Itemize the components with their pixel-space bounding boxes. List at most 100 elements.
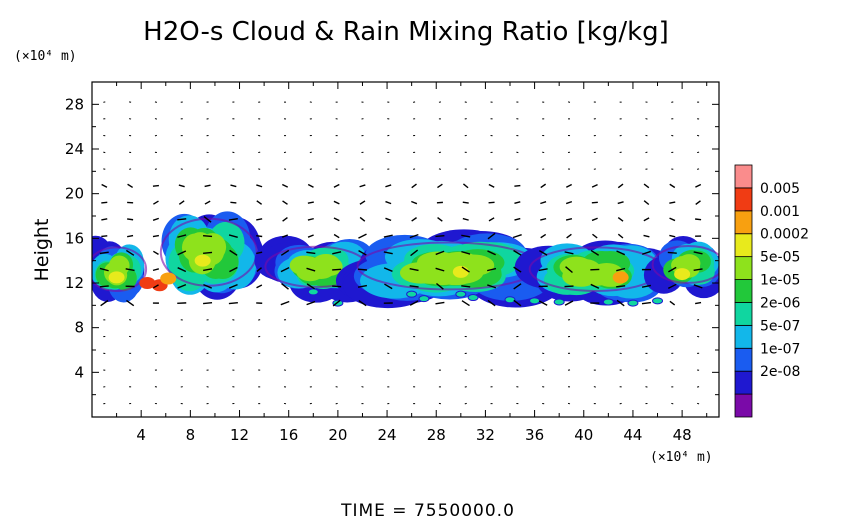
wind-vector (616, 267, 626, 272)
wind-vector (516, 151, 519, 154)
wind-vector (461, 266, 470, 273)
wind-vector (438, 168, 442, 170)
wind-vector (590, 249, 600, 256)
wind-vector (645, 118, 648, 120)
x-tick-label: 20 (328, 426, 347, 444)
wind-vector (256, 200, 263, 205)
wind-vector (154, 118, 158, 120)
wind-vector (125, 249, 135, 256)
wind-vector (152, 268, 160, 272)
colorbar-label: 2e-06 (760, 295, 800, 311)
wind-vector (619, 352, 622, 355)
wind-vector (332, 285, 342, 288)
wind-vector (566, 183, 573, 188)
wind-vector (540, 201, 547, 205)
wind-vector (616, 285, 626, 288)
cloud-core (108, 271, 125, 284)
wind-vector (641, 284, 652, 288)
wind-vector (645, 151, 648, 154)
wind-vector (101, 183, 108, 188)
wind-vector (228, 301, 238, 305)
colorbar-swatch (734, 393, 753, 418)
colorbar-swatch (734, 164, 753, 189)
wind-vector (409, 233, 419, 239)
wind-vector (671, 402, 674, 405)
wind-vector (697, 168, 700, 170)
wind-vector (643, 200, 650, 206)
chart-title: H2O-s Cloud & Rain Mixing Ratio [kg/kg] (143, 17, 669, 47)
x-tick-label: 44 (623, 426, 642, 444)
x-tick-label: 32 (476, 426, 495, 444)
wind-vector (695, 218, 702, 221)
wind-vector (435, 235, 445, 238)
wind-vector (436, 282, 444, 290)
wind-vector (590, 283, 600, 289)
wind-vector (152, 217, 159, 221)
cloud-blob (418, 254, 461, 276)
wind-vector (512, 234, 522, 239)
x-tick-label: 48 (673, 426, 692, 444)
wind-vector (357, 284, 368, 288)
wind-vector (359, 216, 366, 222)
wind-vector (332, 268, 342, 271)
wind-vector (592, 233, 598, 239)
wind-vector (203, 235, 213, 238)
x-tick-label: 28 (427, 426, 446, 444)
wind-vector (593, 386, 596, 388)
wind-vectors (99, 101, 703, 405)
wind-vector (669, 201, 676, 204)
wind-vector (413, 168, 416, 170)
wind-vector (383, 234, 393, 238)
rain-cell (652, 297, 664, 305)
rain-cell (307, 288, 319, 296)
wind-vector (281, 234, 289, 238)
wind-vector (152, 234, 160, 238)
wind-vector (358, 250, 367, 256)
wind-vector (538, 300, 548, 306)
wind-vector (230, 184, 237, 188)
wind-vector (228, 283, 238, 289)
wind-vector (232, 319, 235, 321)
wind-vector (333, 217, 340, 222)
wind-vector (435, 267, 445, 272)
x-axis-units: (×10⁴ m) (650, 450, 713, 465)
colorbar-label: 2e-08 (760, 364, 800, 380)
x-tick-label: 40 (574, 426, 593, 444)
wind-vector (125, 268, 135, 272)
colorbar-swatch (734, 279, 753, 303)
wind-vector (437, 216, 443, 222)
cloud-field (92, 211, 719, 309)
wind-vector (410, 249, 419, 257)
wind-vector (229, 266, 238, 273)
wind-vector (154, 168, 158, 170)
wind-vector (488, 183, 495, 188)
wind-vector (206, 386, 209, 388)
wind-vector (437, 183, 443, 189)
colorbar-label: 1e-05 (760, 273, 800, 289)
cloud-blob (559, 256, 593, 278)
wind-vector (538, 268, 548, 272)
wind-vector (385, 217, 392, 222)
wind-vector (309, 352, 312, 355)
wind-vector (177, 284, 187, 289)
y-tick-label: 24 (65, 140, 84, 158)
wind-vector (361, 386, 364, 388)
wind-vector (99, 251, 109, 255)
wind-vector (591, 183, 598, 188)
wind-vector (669, 234, 676, 238)
wind-vector (643, 217, 650, 222)
wind-vector (385, 200, 392, 205)
wind-vector (229, 249, 238, 256)
wind-vector (177, 267, 187, 273)
wind-vector (357, 268, 368, 271)
wind-vector (513, 299, 522, 307)
wind-vector (228, 217, 238, 221)
wind-vector (411, 200, 418, 205)
wind-vector (177, 234, 187, 238)
wind-vector (513, 283, 522, 290)
y-tick-label: 4 (74, 363, 84, 381)
wind-vector (101, 201, 108, 204)
wind-vector (387, 369, 390, 371)
wind-vector (462, 217, 469, 221)
wind-vector (697, 335, 700, 338)
